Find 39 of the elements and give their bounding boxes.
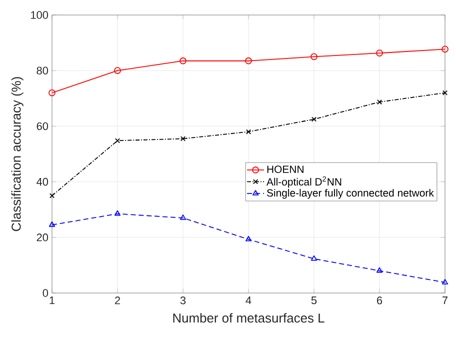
y-tick-label: 0 bbox=[42, 289, 48, 297]
x-tick-label: 5 bbox=[311, 296, 317, 304]
x-tick-label: 1 bbox=[50, 296, 55, 304]
x-tick-label: 2 bbox=[115, 296, 120, 304]
point bbox=[114, 138, 120, 144]
point bbox=[442, 90, 448, 96]
point bbox=[376, 99, 382, 105]
point bbox=[180, 214, 186, 220]
point bbox=[48, 89, 56, 96]
point bbox=[376, 267, 383, 273]
point bbox=[114, 210, 121, 216]
point bbox=[180, 57, 186, 64]
point bbox=[310, 255, 318, 261]
x-tick-label: 4 bbox=[246, 296, 252, 304]
point bbox=[376, 50, 383, 57]
y-tick-label: 60 bbox=[36, 122, 48, 130]
x-tick-label: 3 bbox=[180, 296, 186, 304]
point bbox=[49, 193, 55, 198]
point bbox=[245, 57, 252, 64]
point bbox=[114, 67, 121, 74]
point bbox=[180, 136, 186, 142]
x-tick-label: 7 bbox=[442, 296, 448, 304]
point bbox=[442, 46, 448, 53]
y-tick-label: 20 bbox=[36, 234, 48, 242]
y-tick-label: 100 bbox=[31, 11, 48, 19]
y-tick-label: 80 bbox=[36, 66, 48, 74]
legend-label: Single-layer fully connected network bbox=[266, 188, 434, 199]
y-axis-title: Classification accuracy (%) bbox=[11, 77, 24, 232]
point bbox=[245, 236, 252, 242]
x-axis-title: Number of metasurfaces L bbox=[173, 313, 324, 323]
point bbox=[48, 221, 56, 227]
legend-label: All-optical D$^{2}$NN bbox=[266, 176, 342, 188]
point bbox=[246, 129, 252, 134]
point bbox=[310, 53, 318, 60]
x-tick-label: 6 bbox=[377, 296, 382, 304]
point bbox=[311, 116, 317, 122]
point bbox=[442, 278, 448, 284]
legend-label: HOENN bbox=[267, 166, 304, 173]
y-tick-label: 40 bbox=[36, 178, 48, 186]
